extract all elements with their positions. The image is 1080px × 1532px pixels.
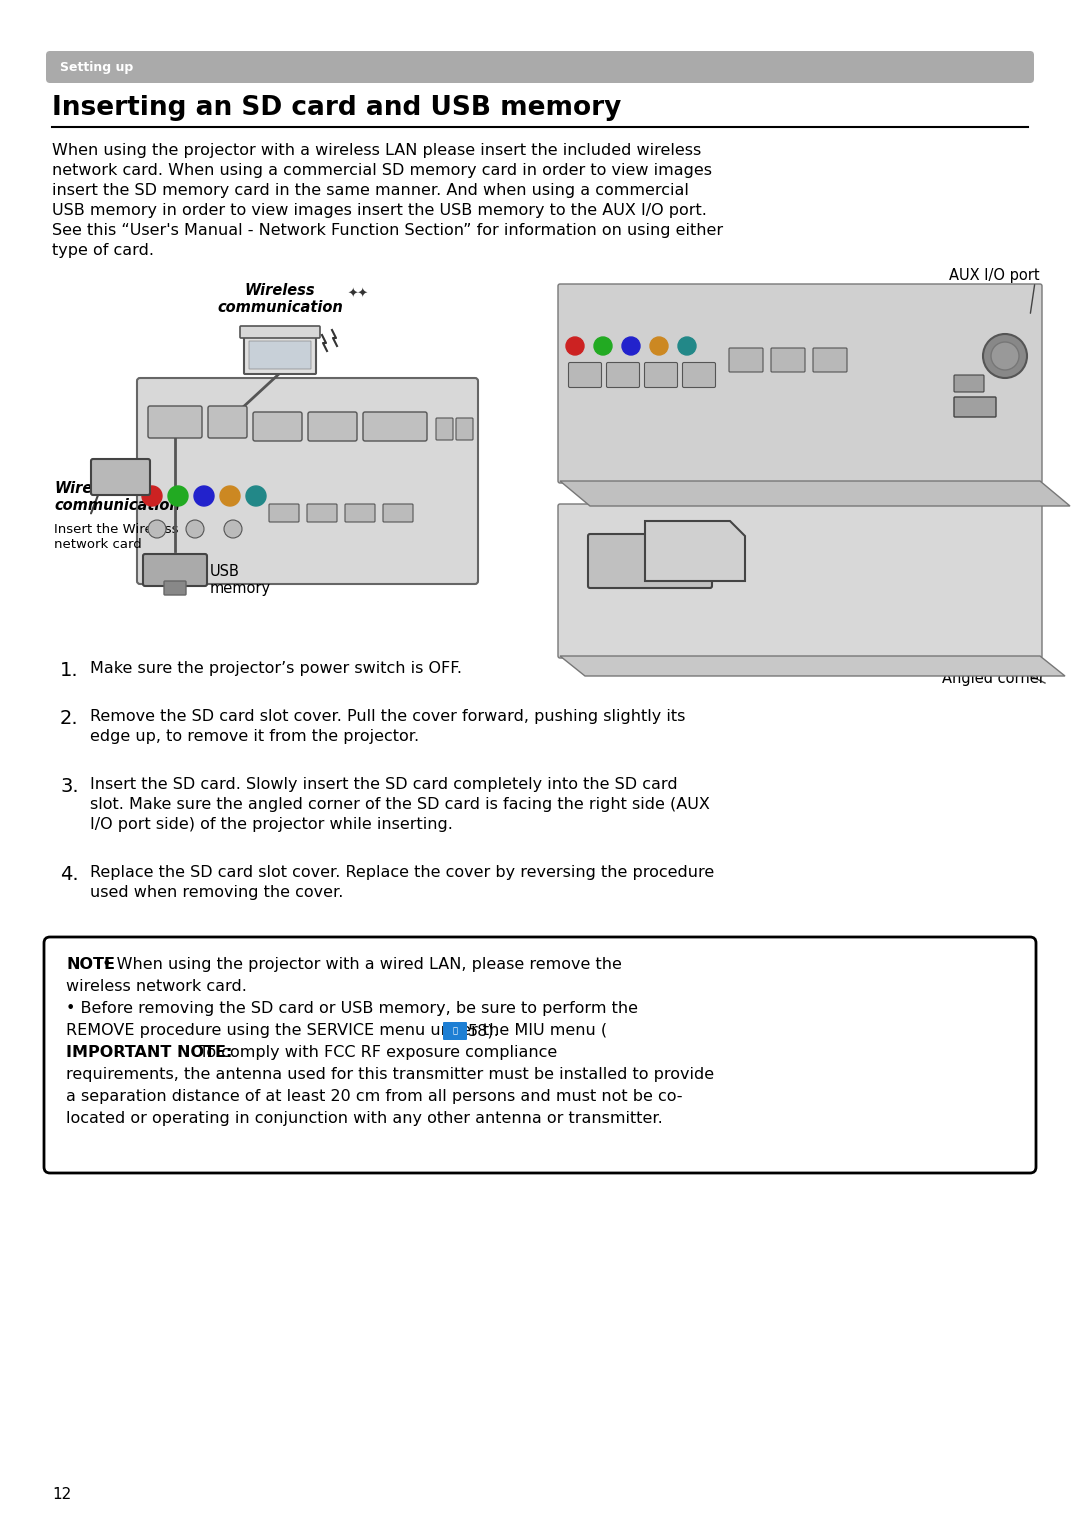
Text: REMOVE procedure using the SERVICE menu under the MIU menu (: REMOVE procedure using the SERVICE menu … xyxy=(66,1023,607,1039)
Text: 3.: 3. xyxy=(60,777,79,797)
Text: a separation distance of at least 20 cm from all persons and must not be co-: a separation distance of at least 20 cm … xyxy=(66,1089,683,1105)
Text: network card. When using a commercial SD memory card in order to view images: network card. When using a commercial SD… xyxy=(52,162,712,178)
Text: Inserting an SD card and USB memory: Inserting an SD card and USB memory xyxy=(52,95,621,121)
Polygon shape xyxy=(561,656,1065,676)
Text: Angled corner: Angled corner xyxy=(942,671,1045,686)
Text: • When using the projector with a wired LAN, please remove the: • When using the projector with a wired … xyxy=(97,958,622,971)
FancyBboxPatch shape xyxy=(148,406,202,438)
Text: NOTE: NOTE xyxy=(66,958,114,971)
FancyBboxPatch shape xyxy=(954,375,984,392)
Text: Insert the Wireless
network card: Insert the Wireless network card xyxy=(54,522,178,552)
FancyBboxPatch shape xyxy=(443,1022,467,1040)
Text: USB memory in order to view images insert the USB memory to the AUX I/O port.: USB memory in order to view images inser… xyxy=(52,204,707,218)
Circle shape xyxy=(650,337,669,355)
FancyBboxPatch shape xyxy=(244,336,316,374)
FancyBboxPatch shape xyxy=(307,504,337,522)
FancyBboxPatch shape xyxy=(143,555,207,587)
FancyBboxPatch shape xyxy=(954,397,996,417)
Text: I/O port side) of the projector while inserting.: I/O port side) of the projector while in… xyxy=(90,817,453,832)
Text: Make sure the projector’s power switch is OFF.: Make sure the projector’s power switch i… xyxy=(90,660,462,676)
Text: located or operating in conjunction with any other antenna or transmitter.: located or operating in conjunction with… xyxy=(66,1111,663,1126)
Polygon shape xyxy=(645,521,745,581)
FancyBboxPatch shape xyxy=(607,363,639,388)
Circle shape xyxy=(186,519,204,538)
FancyBboxPatch shape xyxy=(308,412,357,441)
FancyBboxPatch shape xyxy=(91,460,150,495)
Text: ✦✦: ✦✦ xyxy=(348,288,369,300)
FancyBboxPatch shape xyxy=(558,283,1042,483)
Text: Wireless
communication: Wireless communication xyxy=(54,481,179,513)
Circle shape xyxy=(148,519,166,538)
Text: 2.: 2. xyxy=(60,709,79,728)
Text: requirements, the antenna used for this transmitter must be installed to provide: requirements, the antenna used for this … xyxy=(66,1066,714,1082)
FancyBboxPatch shape xyxy=(208,406,247,438)
Text: Insert the SD card. Slowly insert the SD card completely into the SD card: Insert the SD card. Slowly insert the SD… xyxy=(90,777,677,792)
FancyBboxPatch shape xyxy=(345,504,375,522)
Text: used when removing the cover.: used when removing the cover. xyxy=(90,885,343,899)
Text: LAN: LAN xyxy=(219,421,237,430)
FancyBboxPatch shape xyxy=(456,418,473,440)
FancyBboxPatch shape xyxy=(683,363,715,388)
Text: 12: 12 xyxy=(52,1488,71,1501)
FancyBboxPatch shape xyxy=(363,412,427,441)
Circle shape xyxy=(141,486,162,506)
Circle shape xyxy=(566,337,584,355)
Circle shape xyxy=(594,337,612,355)
FancyBboxPatch shape xyxy=(813,348,847,372)
Circle shape xyxy=(224,519,242,538)
Circle shape xyxy=(991,342,1020,371)
Text: 58).: 58). xyxy=(468,1023,500,1039)
Text: wireless network card.: wireless network card. xyxy=(66,979,247,994)
Circle shape xyxy=(194,486,214,506)
Text: See this “User's Manual - Network Function Section” for information on using eit: See this “User's Manual - Network Functi… xyxy=(52,224,724,237)
Text: Replace the SD card slot cover. Replace the cover by reversing the procedure: Replace the SD card slot cover. Replace … xyxy=(90,866,714,879)
Circle shape xyxy=(622,337,640,355)
FancyBboxPatch shape xyxy=(771,348,805,372)
FancyBboxPatch shape xyxy=(568,363,602,388)
Circle shape xyxy=(168,486,188,506)
Text: To comply with FCC RF exposure compliance: To comply with FCC RF exposure complianc… xyxy=(189,1045,557,1060)
FancyBboxPatch shape xyxy=(46,51,1034,83)
Text: Remove the SD card slot cover. Pull the cover forward, pushing slightly its: Remove the SD card slot cover. Pull the … xyxy=(90,709,686,725)
FancyBboxPatch shape xyxy=(253,412,302,441)
FancyBboxPatch shape xyxy=(436,418,453,440)
Text: 1.: 1. xyxy=(60,660,79,680)
FancyBboxPatch shape xyxy=(240,326,320,339)
FancyBboxPatch shape xyxy=(249,342,311,369)
Text: Setting up: Setting up xyxy=(60,60,133,74)
Text: AUX I/O port: AUX I/O port xyxy=(949,268,1040,283)
Text: When using the projector with a wireless LAN please insert the included wireless: When using the projector with a wireless… xyxy=(52,142,701,158)
Text: • Before removing the SD card or USB memory, be sure to perform the: • Before removing the SD card or USB mem… xyxy=(66,1000,638,1016)
Text: ⬛: ⬛ xyxy=(453,1026,458,1036)
Circle shape xyxy=(246,486,266,506)
Text: USB OUT: USB OUT xyxy=(157,421,193,430)
Text: slot. Make sure the angled corner of the SD card is facing the right side (AUX: slot. Make sure the angled corner of the… xyxy=(90,797,710,812)
Circle shape xyxy=(678,337,696,355)
Text: Wireless
communication: Wireless communication xyxy=(217,283,342,316)
Circle shape xyxy=(983,334,1027,378)
FancyBboxPatch shape xyxy=(44,938,1036,1174)
Text: IMPORTANT NOTE:: IMPORTANT NOTE: xyxy=(66,1045,232,1060)
FancyBboxPatch shape xyxy=(558,504,1042,659)
Text: USB
memory: USB memory xyxy=(210,564,271,596)
FancyBboxPatch shape xyxy=(645,363,677,388)
Text: type of card.: type of card. xyxy=(52,244,154,257)
Text: 4.: 4. xyxy=(60,866,79,884)
FancyBboxPatch shape xyxy=(164,581,186,594)
FancyBboxPatch shape xyxy=(269,504,299,522)
Text: SD card slot: SD card slot xyxy=(957,486,1045,501)
FancyBboxPatch shape xyxy=(137,378,478,584)
Polygon shape xyxy=(561,481,1070,506)
Text: insert the SD memory card in the same manner. And when using a commercial: insert the SD memory card in the same ma… xyxy=(52,182,689,198)
FancyBboxPatch shape xyxy=(588,535,712,588)
Text: edge up, to remove it from the projector.: edge up, to remove it from the projector… xyxy=(90,729,419,745)
FancyBboxPatch shape xyxy=(729,348,762,372)
Circle shape xyxy=(220,486,240,506)
FancyBboxPatch shape xyxy=(383,504,413,522)
